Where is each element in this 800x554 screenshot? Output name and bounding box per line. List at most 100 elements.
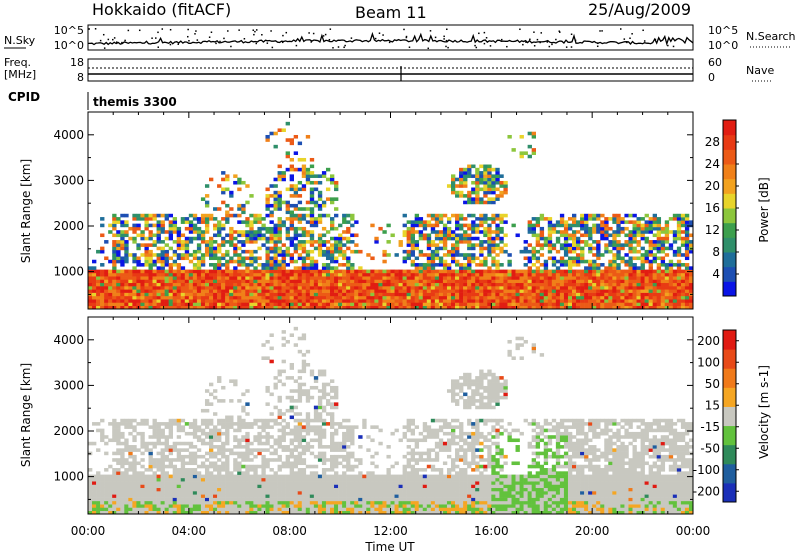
heatmap-cell [132,276,137,280]
heatmap-cell [567,259,573,264]
heatmap-cell [535,266,541,270]
heatmap-cell [120,494,125,498]
heatmap-cell [261,454,266,459]
heatmap-cell [204,399,210,403]
heatmap-cell [491,217,496,221]
heatmap-cell [273,494,278,498]
heatmap-cell [551,223,557,228]
heatmap-cell [660,289,666,293]
heatmap-cell [200,491,206,495]
heatmap-cell [265,487,270,492]
heatmap-cell [188,468,194,472]
heatmap-cell [438,279,444,284]
heatmap-cell [285,454,290,459]
heatmap-cell [636,217,641,221]
heatmap-cell [499,226,504,231]
heatmap-cell [624,282,629,287]
heatmap-cell [330,253,335,257]
heatmap-cell [672,282,678,287]
heatmap-cell [362,286,367,290]
heatmap-cell [539,302,545,307]
heatmap-cell [265,500,270,505]
heatmap-cell [640,289,645,293]
heatmap-cell [567,266,573,270]
heatmap-cell [293,497,299,502]
heatmap-cell [156,276,161,280]
heatmap-cell [269,184,274,188]
heatmap-cell [535,299,541,303]
heatmap-cell [192,487,198,492]
heatmap-cell [297,369,303,374]
heatmap-cell [297,412,303,416]
heatmap-cell [325,269,331,274]
heatmap-cell [483,233,488,238]
heatmap-cell [438,263,444,267]
heatmap-cell [120,299,125,303]
heatmap-cell [503,184,508,188]
heatmap-cell [148,289,153,293]
heatmap-cell [184,246,190,251]
heatmap-cell [196,500,202,505]
heatmap-cell [680,292,686,297]
heatmap-cell [152,240,157,244]
heatmap-cell [245,431,250,436]
heatmap-cell [475,299,480,303]
heatmap-cell [192,279,198,284]
heatmap-cell [648,246,653,251]
heatmap-cell [192,249,198,254]
heatmap-cell [656,272,662,277]
heatmap-cell [317,295,323,300]
heatmap-cell [382,295,387,300]
heatmap-cell [616,282,621,287]
heatmap-cell [487,197,492,201]
heatmap-cell [265,510,270,515]
heatmap-cell [350,279,355,284]
heatmap-cell [321,253,327,257]
heatmap-cell [394,289,399,293]
heatmap-cell [487,180,492,185]
heatmap-cell [269,497,274,502]
heatmap-cell [152,276,157,280]
heatmap-cell [503,302,508,307]
heatmap-cell [555,259,561,264]
heatmap-cell [350,305,355,310]
heatmap-cell [672,305,678,310]
n-search-point [443,38,445,40]
heatmap-cell [188,253,194,257]
heatmap-cell [475,197,480,201]
heatmap-cell [620,299,625,303]
heatmap-cell [592,217,597,221]
heatmap-cell [249,279,254,284]
heatmap-cell [434,243,440,247]
heatmap-cell [285,507,290,512]
heatmap-cell [124,246,129,251]
heatmap-cell [100,431,105,436]
heatmap-cell [644,282,649,287]
heatmap-cell [398,269,403,274]
heatmap-cell [213,249,218,254]
heatmap-cell [269,484,274,489]
heatmap-cell [257,213,262,218]
heatmap-cell [188,279,194,284]
heatmap-cell [100,272,105,277]
heatmap-cell [257,474,262,479]
heatmap-cell [390,305,395,310]
heatmap-cell [180,286,186,290]
heatmap-cell [237,471,242,475]
heatmap-cell [640,276,645,280]
heatmap-cell [112,286,117,290]
heatmap-cell [370,299,375,303]
heatmap-cell [245,441,250,446]
heatmap-cell [217,379,222,383]
heatmap-cell [584,286,589,290]
heatmap-cell [229,484,234,489]
heatmap-cell [188,481,194,485]
heatmap-cell [455,286,460,290]
heatmap-cell [245,438,250,443]
heatmap-cell [289,389,294,393]
heatmap-cell [192,468,198,472]
heatmap-cell [479,302,484,307]
heatmap-cell [124,425,129,429]
heatmap-cell [543,292,549,297]
heatmap-cell [289,226,294,231]
